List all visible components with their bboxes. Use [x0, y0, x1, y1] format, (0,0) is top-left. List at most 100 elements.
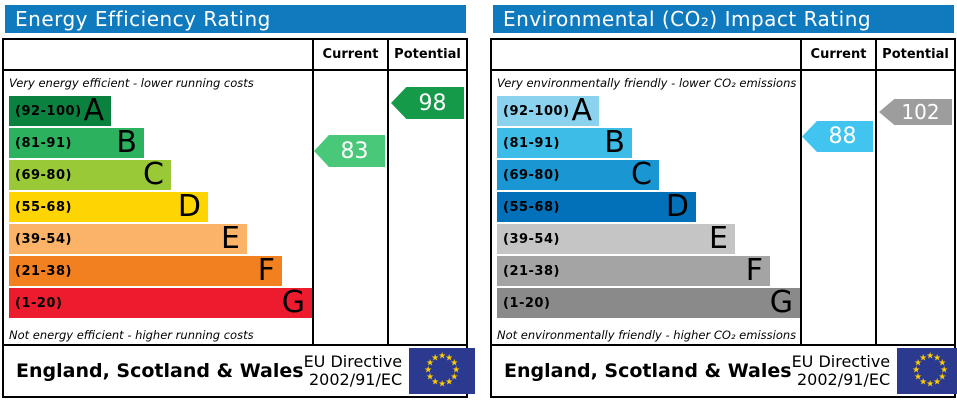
potential-rating-arrow: 98	[391, 87, 464, 119]
band-range: (21-38)	[15, 263, 72, 279]
band-letter: G	[769, 285, 793, 320]
band-letter: A	[571, 93, 592, 128]
eu-star-icon: ★	[912, 365, 921, 376]
band-range: (92-100)	[15, 103, 82, 119]
eu-star-icon: ★	[913, 372, 923, 383]
panel-footer: England, Scotland & Wales EU Directive 2…	[4, 344, 476, 396]
current-column-header: Current	[312, 40, 387, 69]
panel-title-environmental: Environmental (CO₂) Impact Rating	[493, 5, 954, 33]
current-rating-arrow: 88	[802, 121, 873, 152]
energy-band-chart: Very energy efficient - lower running co…	[4, 71, 312, 344]
bottom-note: Not environmentally friendly - higher CO…	[497, 328, 797, 342]
band-letter: D	[177, 189, 201, 224]
band-range: (92-100)	[503, 103, 570, 119]
band-letter: F	[745, 253, 763, 288]
eu-flag-icon: ★ ★ ★ ★ ★ ★ ★ ★ ★ ★ ★ ★	[897, 348, 957, 394]
band-row-f: (21-38) F	[9, 256, 282, 286]
co2-rating-table: Current Potential Very environmentally f…	[490, 38, 957, 398]
eu-star-icon: ★	[438, 379, 447, 390]
band-range: (1-20)	[15, 295, 63, 311]
band-letter: C	[143, 157, 164, 192]
band-row-e: (39-54) E	[497, 224, 735, 254]
current-column-header: Current	[800, 40, 875, 69]
band-range: (81-91)	[15, 135, 72, 151]
band-row-d: (55-68) D	[497, 192, 696, 222]
empty-header-cell	[4, 40, 312, 69]
band-row-f: (21-38) F	[497, 256, 770, 286]
co2-band-chart: Very environmentally friendly - lower CO…	[492, 71, 800, 344]
eu-star-icon: ★	[933, 377, 942, 388]
band-row-e: (39-54) E	[9, 224, 247, 254]
column-header-row: Current Potential	[492, 40, 954, 71]
column-divider	[800, 71, 802, 344]
environmental-impact-panel: Environmental (CO₂) Impact Rating Curren…	[490, 5, 957, 398]
eu-star-icon: ★	[938, 372, 947, 383]
band-row-b: (81-91) B	[9, 128, 144, 158]
panel-title-energy: Energy Efficiency Rating	[5, 5, 466, 33]
band-row-b: (81-91) B	[497, 128, 632, 158]
energy-efficiency-panel: Energy Efficiency Rating Current Potenti…	[2, 5, 476, 398]
energy-rating-table: Current Potential Very energy efficient …	[2, 38, 476, 398]
band-row-c: (69-80) C	[497, 160, 659, 190]
eu-star-icon: ★	[940, 365, 949, 376]
band-row-g: (1-20) G	[497, 288, 800, 318]
column-header-row: Current Potential	[4, 40, 466, 71]
eu-star-icon: ★	[450, 372, 459, 383]
band-letter: A	[83, 93, 104, 128]
band-range: (81-91)	[503, 135, 560, 151]
band-range: (69-80)	[503, 167, 560, 183]
band-range: (55-68)	[15, 199, 72, 215]
eu-directive-label: EU Directive 2002/91/EC	[303, 351, 403, 389]
eu-star-icon: ★	[425, 372, 435, 383]
region-label: England, Scotland & Wales	[16, 360, 304, 382]
column-divider	[387, 71, 389, 344]
band-row-d: (55-68) D	[9, 192, 208, 222]
band-letter: E	[221, 221, 240, 256]
band-row-a: (92-100) A	[497, 96, 599, 126]
panel-footer: England, Scotland & Wales EU Directive 2…	[492, 344, 957, 396]
potential-column-header: Potential	[387, 40, 466, 69]
eu-star-icon: ★	[424, 365, 433, 376]
band-range: (55-68)	[503, 199, 560, 215]
eu-star-icon: ★	[913, 358, 923, 369]
eu-star-icon: ★	[452, 365, 461, 376]
eu-star-icon: ★	[919, 353, 928, 364]
band-row-c: (69-80) C	[9, 160, 171, 190]
eu-star-icon: ★	[933, 353, 942, 364]
potential-column-header: Potential	[875, 40, 954, 69]
eu-star-icon: ★	[431, 377, 440, 388]
eu-star-icon: ★	[431, 353, 440, 364]
co2-chart-body: Very environmentally friendly - lower CO…	[492, 71, 954, 344]
band-range: (39-54)	[503, 231, 560, 247]
potential-rating-arrow: 102	[879, 99, 952, 125]
band-range: (21-38)	[503, 263, 560, 279]
eu-star-icon: ★	[926, 351, 935, 362]
eu-star-icon: ★	[926, 379, 935, 390]
band-row-a: (92-100) A	[9, 96, 111, 126]
band-letter: E	[709, 221, 728, 256]
eu-star-icon: ★	[450, 358, 459, 369]
band-letter: G	[281, 285, 305, 320]
eu-star-icon: ★	[938, 358, 947, 369]
column-divider	[875, 71, 877, 344]
band-range: (39-54)	[15, 231, 72, 247]
top-note: Very energy efficient - lower running co…	[9, 76, 254, 90]
column-divider	[312, 71, 314, 344]
band-letter: B	[116, 125, 137, 160]
empty-header-cell	[492, 40, 800, 69]
eu-directive-label: EU Directive 2002/91/EC	[791, 351, 891, 389]
current-rating-arrow: 83	[314, 135, 385, 167]
energy-chart-body: Very energy efficient - lower running co…	[4, 71, 466, 344]
band-range: (69-80)	[15, 167, 72, 183]
band-letter: F	[257, 253, 275, 288]
top-note: Very environmentally friendly - lower CO…	[497, 76, 797, 90]
region-label: England, Scotland & Wales	[504, 360, 792, 382]
eu-star-icon: ★	[445, 377, 454, 388]
eu-star-icon: ★	[919, 377, 928, 388]
bottom-note: Not energy efficient - higher running co…	[9, 328, 254, 342]
eu-star-icon: ★	[438, 351, 447, 362]
band-letter: C	[631, 157, 652, 192]
band-letter: D	[665, 189, 689, 224]
band-letter: B	[604, 125, 625, 160]
